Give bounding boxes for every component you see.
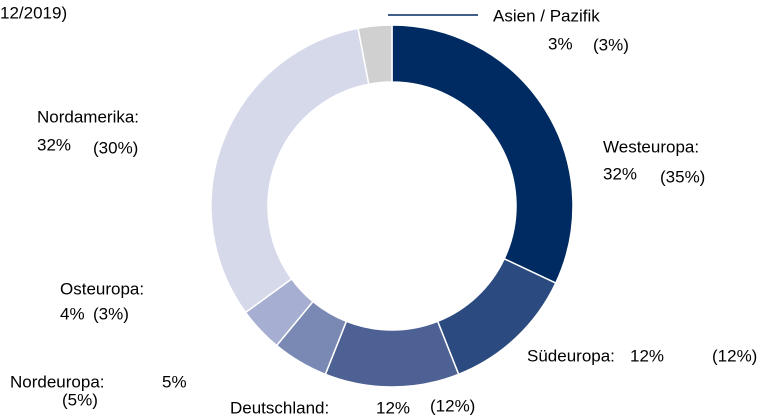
value-label: 12% [630, 346, 664, 365]
category-label: Westeuropa: [603, 137, 699, 156]
category-label: Deutschland: [230, 398, 329, 417]
value-label: 5% [162, 372, 187, 391]
category-label: Osteuropa: [60, 279, 144, 298]
value-label: 4% [60, 304, 85, 323]
category-label: Nordamerika: [37, 107, 139, 126]
value-label: 32% [37, 135, 71, 154]
previous-value-label: (3%) [593, 35, 629, 54]
category-label: Asien / Pazifik [493, 6, 600, 25]
donut-segment [391, 24, 574, 285]
donut-segment [324, 320, 460, 388]
previous-value-label: (12%) [430, 396, 475, 415]
category-label: Nordeuropa: [10, 372, 105, 391]
donut-segment [357, 24, 393, 86]
value-label: 3% [548, 34, 573, 53]
category-label: Südeuropa: [527, 346, 615, 365]
previous-value-label: (12%) [712, 346, 757, 365]
previous-value-label: (30%) [93, 138, 138, 157]
previous-value-label: (3%) [93, 304, 129, 323]
previous-value-label: (5%) [62, 390, 98, 409]
previous-value-label: (35%) [660, 167, 705, 186]
chart-subtitle: 12/2019) [0, 3, 67, 22]
value-label: 32% [603, 164, 637, 183]
donut-segment [210, 27, 370, 314]
value-label: 12% [376, 398, 410, 417]
